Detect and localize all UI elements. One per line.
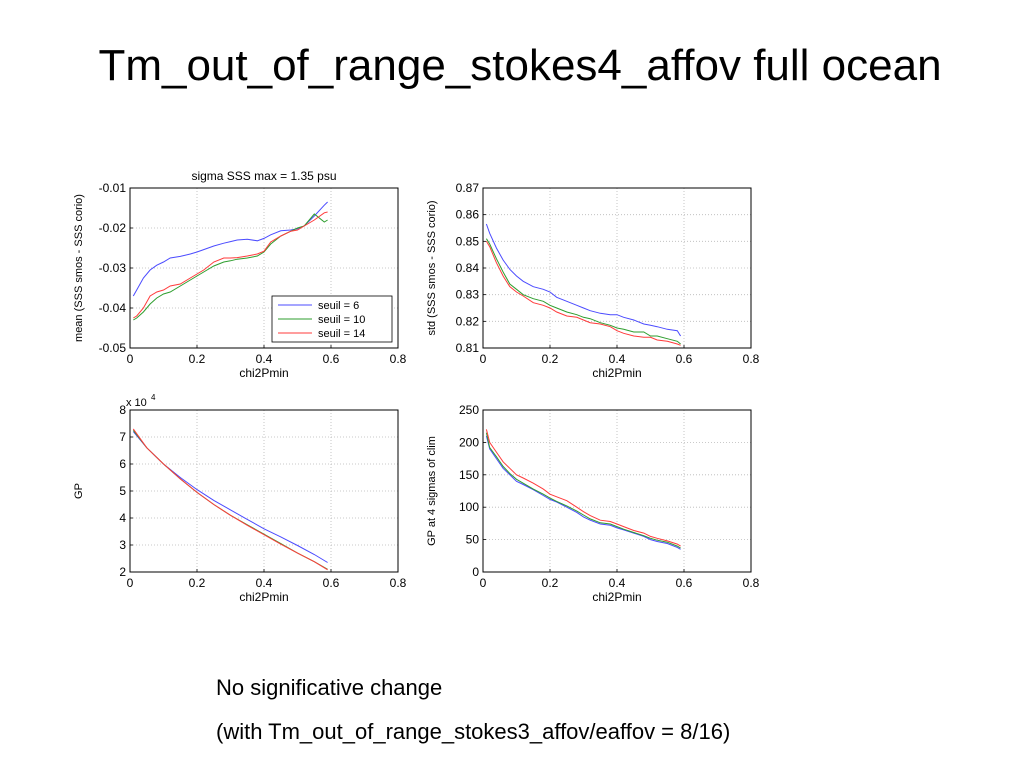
x-tick-label: 0 xyxy=(480,352,487,366)
y-tick-label: -0.01 xyxy=(99,181,127,195)
y-tick-label: 150 xyxy=(459,468,479,482)
legend-label: seuil = 14 xyxy=(318,328,365,340)
slide-title: Tm_out_of_range_stokes4_affov full ocean xyxy=(98,41,942,90)
x-tick-label: 0.4 xyxy=(256,576,273,590)
series-line-seuil-14 xyxy=(132,428,328,571)
series-line-seuil-10 xyxy=(133,213,328,321)
y-tick-label: 0.86 xyxy=(456,208,480,222)
x-tick-label: 0.2 xyxy=(189,576,206,590)
x-tick-label: 0 xyxy=(127,352,134,366)
y-tick-label: -0.04 xyxy=(99,301,127,315)
x-axis-label: chi2Pmin xyxy=(239,590,288,604)
y-tick-label: 7 xyxy=(119,430,126,444)
x-axis-label: chi2Pmin xyxy=(592,366,641,380)
plot-area xyxy=(483,188,751,348)
note-line-2: (with Tm_out_of_range_stokes3_affov/eaff… xyxy=(216,719,731,744)
y-tick-label: -0.05 xyxy=(99,341,127,355)
plot-frame xyxy=(482,187,752,349)
chart-title: sigma SSS max = 1.35 psu xyxy=(191,169,336,183)
x-tick-label: 0.4 xyxy=(256,352,273,366)
note-line-1: No significative change xyxy=(216,675,443,700)
chart-4: 0 0.2 0.4 0.6 0.8 0 50 100 150 200 250 chi2Pmin GP a… xyxy=(426,403,760,604)
y-tick-label: 3 xyxy=(119,538,126,552)
x-tick-label: 0.6 xyxy=(323,576,340,590)
legend-label: seuil = 10 xyxy=(318,314,365,326)
y-tick-label: 250 xyxy=(459,403,479,417)
x-tick-label: 0.4 xyxy=(609,352,626,366)
plot-frame xyxy=(129,409,399,573)
y-axis-label: std (SSS smos - SSS corio) xyxy=(426,200,438,335)
y-tick-label: 0.83 xyxy=(456,288,480,302)
y-tick-label: 0.82 xyxy=(456,314,480,328)
plot-frame xyxy=(482,409,752,573)
series-line-seuil-6 xyxy=(485,223,682,337)
y-axis-label: GP at 4 sigmas of clim xyxy=(426,436,438,546)
y-tick-label: 0.81 xyxy=(456,341,480,355)
x-tick-label: 0.6 xyxy=(676,352,693,366)
y-tick-label: 8 xyxy=(119,403,126,417)
x-tick-label: 0.2 xyxy=(189,352,206,366)
x-tick-label: 0.6 xyxy=(323,352,340,366)
chart-3: 0 0.2 0.4 0.6 0.8 2 3 4 5 6 7 8 chi2Pmin GP x 10 4 xyxy=(73,393,407,604)
y-axis-label: GP xyxy=(73,483,85,499)
plot-frame xyxy=(129,187,399,349)
x-tick-label: 0.2 xyxy=(542,576,559,590)
y-tick-label: 0.84 xyxy=(456,261,480,275)
series-line-seuil-10 xyxy=(485,238,681,345)
series-line-seuil-14 xyxy=(485,241,681,346)
x-tick-label: 0.8 xyxy=(743,576,760,590)
y-tick-label: 4 xyxy=(119,511,126,525)
y-axis-label: mean (SSS smos - SSS corio) xyxy=(73,194,85,342)
axis-multiplier-exponent: 4 xyxy=(151,393,156,402)
x-tick-label: 0.4 xyxy=(609,576,626,590)
y-tick-label: 6 xyxy=(119,457,126,471)
legend-label: seuil = 6 xyxy=(318,300,359,312)
x-tick-label: 0.8 xyxy=(390,352,407,366)
series-line-seuil-14 xyxy=(485,429,681,547)
series-line-seuil-10 xyxy=(485,432,681,549)
axis-multiplier: x 10 xyxy=(126,397,147,409)
y-tick-label: 5 xyxy=(119,484,126,498)
series-line-seuil-6 xyxy=(485,435,681,550)
x-tick-label: 0.2 xyxy=(542,352,559,366)
x-tick-label: 0.6 xyxy=(676,576,693,590)
series-line-seuil-14 xyxy=(133,211,328,319)
chart-1: 0 0.2 0.4 0.6 0.8 -0.05 -0.04 -0.03 -0.02 -0.01 si… xyxy=(73,169,407,380)
chart-2: 0 0.2 0.4 0.6 0.8 0.81 0.82 0.83 0.84 0.85 0.86 0.8… xyxy=(426,181,760,380)
x-axis-label: chi2Pmin xyxy=(239,366,288,380)
y-tick-label: -0.02 xyxy=(99,221,127,235)
legend: seuil = 6 seuil = 10 seuil = 14 xyxy=(271,295,393,343)
y-tick-label: 100 xyxy=(459,500,479,514)
x-tick-label: 0.8 xyxy=(390,576,407,590)
y-tick-label: 0.87 xyxy=(456,181,480,195)
x-tick-label: 0 xyxy=(480,576,487,590)
y-tick-label: 2 xyxy=(119,565,126,579)
y-tick-label: 50 xyxy=(466,533,480,547)
x-tick-label: 0 xyxy=(127,576,134,590)
y-tick-label: 0 xyxy=(472,565,479,579)
y-tick-label: -0.03 xyxy=(99,261,127,275)
x-axis-label: chi2Pmin xyxy=(592,590,641,604)
y-tick-label: 200 xyxy=(459,435,479,449)
y-tick-label: 0.85 xyxy=(456,234,480,248)
x-tick-label: 0.8 xyxy=(743,352,760,366)
